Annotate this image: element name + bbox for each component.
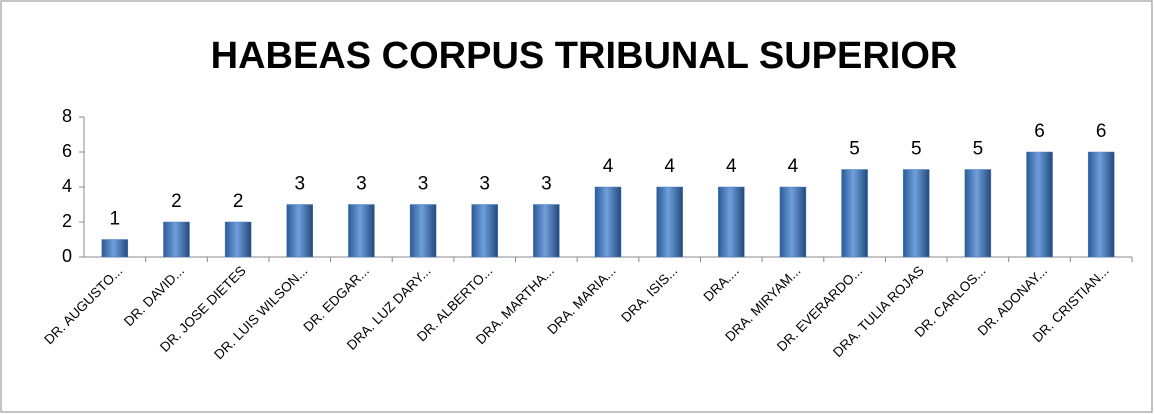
- data-label: 3: [356, 174, 367, 195]
- y-tick-label: 4: [62, 176, 72, 196]
- data-label: 5: [973, 139, 984, 160]
- data-label: 5: [911, 139, 922, 160]
- data-label: 1: [110, 209, 121, 230]
- data-label: 3: [418, 174, 429, 195]
- data-label: 6: [1034, 121, 1045, 142]
- bar: [471, 204, 498, 258]
- data-label: 5: [849, 139, 860, 160]
- bar: [779, 186, 807, 258]
- bar: [409, 204, 437, 258]
- data-label: 4: [603, 156, 614, 177]
- bar: [841, 169, 868, 258]
- bar: [101, 239, 129, 258]
- y-tick-label: 6: [62, 141, 72, 161]
- bar: [718, 186, 745, 258]
- bar: [224, 221, 252, 258]
- y-tick-label: 0: [62, 246, 72, 266]
- bar: [286, 204, 314, 258]
- bar: [656, 186, 683, 258]
- bar: [964, 169, 992, 258]
- y-tick-label: 8: [62, 106, 72, 126]
- bar: [594, 186, 622, 258]
- bar: [1026, 151, 1053, 258]
- bar: [348, 204, 375, 258]
- data-label: 6: [1096, 121, 1107, 142]
- bar: [163, 221, 190, 258]
- y-tick-label: 2: [62, 211, 72, 231]
- data-label: 4: [726, 156, 737, 177]
- data-label: 3: [479, 174, 490, 195]
- bar: [1087, 151, 1115, 258]
- bar: [902, 169, 930, 258]
- data-label: 3: [294, 174, 305, 195]
- data-label: 2: [171, 191, 182, 212]
- data-label: 4: [664, 156, 675, 177]
- data-label: 2: [233, 191, 244, 212]
- data-label: 3: [541, 174, 552, 195]
- bar: [533, 204, 560, 258]
- data-label: 4: [788, 156, 799, 177]
- chart-title: HABEAS CORPUS TRIBUNAL SUPERIOR: [211, 35, 958, 77]
